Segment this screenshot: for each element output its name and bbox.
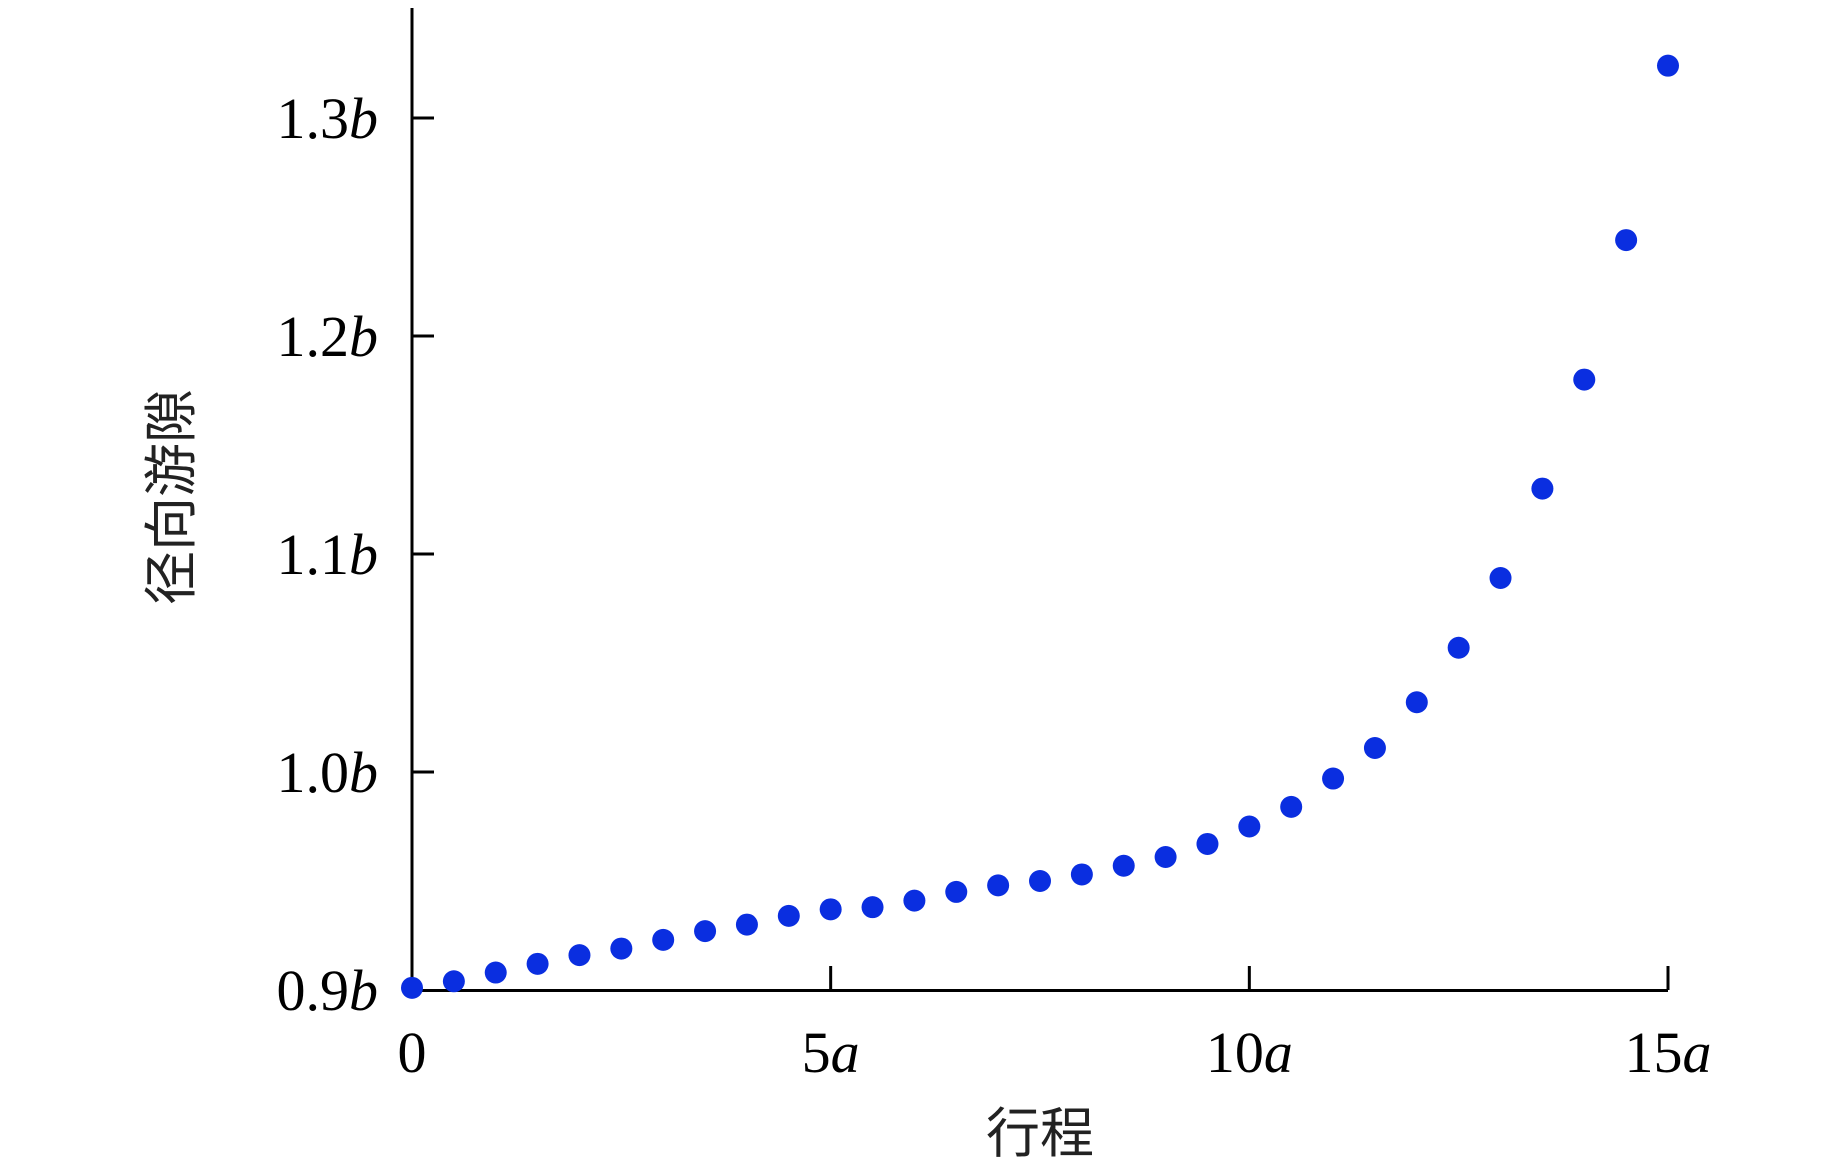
data-point (1615, 229, 1638, 252)
data-point (1196, 832, 1219, 855)
data-point (1029, 870, 1051, 892)
y-tick-unit: b (349, 86, 378, 151)
x-tick-number: 15 (1625, 1020, 1683, 1085)
data-point (945, 880, 968, 903)
y-ticks: 0.9b1.0b1.1b1.2b1.3b (277, 86, 434, 1023)
data-point (1489, 566, 1512, 589)
y-tick-unit: b (349, 522, 378, 587)
y-tick-number: 1.2 (277, 304, 350, 369)
x-tick-label: 15a (1625, 1020, 1712, 1085)
data-point (1112, 854, 1135, 877)
x-tick-number: 0 (398, 1020, 427, 1085)
x-tick-label: 5a (802, 1020, 860, 1085)
y-tick-label: 1.0b (277, 740, 379, 805)
data-point (526, 952, 549, 975)
data-point (1322, 767, 1345, 790)
y-tick-label: 1.3b (277, 86, 379, 151)
data-point (1573, 368, 1596, 391)
x-tick-label: 10a (1206, 1020, 1293, 1085)
data-point (652, 928, 675, 951)
data-point (568, 944, 591, 967)
y-tick-number: 0.9 (277, 958, 350, 1023)
x-tick-unit: a (1683, 1020, 1712, 1085)
data-points (401, 54, 1679, 999)
data-point (442, 970, 465, 993)
data-point (1280, 795, 1303, 818)
data-point (987, 874, 1010, 897)
axes (410, 8, 1668, 992)
data-point (1405, 691, 1428, 714)
y-tick-number: 1.1 (277, 522, 350, 587)
x-tick-number: 10 (1206, 1020, 1264, 1085)
y-axis-title: 径向游隙 (140, 389, 203, 605)
x-tick-number: 5 (802, 1020, 831, 1085)
data-point (1238, 815, 1261, 838)
y-tick-number: 1.3 (277, 86, 350, 151)
data-point (1363, 737, 1386, 760)
y-tick-unit: b (349, 304, 378, 369)
data-point (1154, 846, 1177, 869)
data-point (694, 920, 717, 943)
data-point (401, 976, 423, 999)
y-tick-label: 1.1b (277, 522, 379, 587)
data-point (1070, 863, 1093, 886)
y-tick-label: 0.9b (277, 958, 379, 1023)
x-tick-unit: a (1264, 1020, 1293, 1085)
data-point (777, 904, 800, 927)
data-point (610, 937, 633, 960)
x-tick-label: 0 (398, 1020, 427, 1085)
data-point (1447, 636, 1470, 659)
x-tick-unit: a (831, 1020, 860, 1085)
x-ticks: 0 5a 10a 15a (398, 966, 1712, 1085)
data-point (484, 961, 507, 984)
y-tick-label: 1.2b (277, 304, 379, 369)
data-point (861, 896, 884, 919)
y-tick-unit: b (349, 958, 378, 1023)
y-tick-number: 1.0 (277, 740, 350, 805)
data-point (1657, 54, 1679, 77)
x-axis-title: 行程 (986, 1102, 1094, 1165)
data-point (819, 898, 842, 921)
data-point (735, 913, 758, 936)
data-point (1531, 477, 1554, 500)
data-point (903, 889, 926, 912)
y-tick-unit: b (349, 740, 378, 805)
